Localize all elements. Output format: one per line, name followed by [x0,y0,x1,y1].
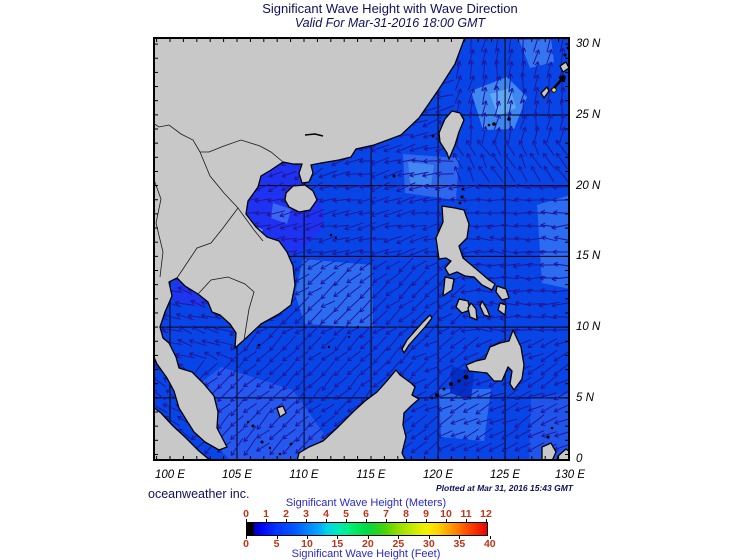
feet-tick [367,536,369,539]
lat-label: 10 N [576,321,601,333]
feet-tick [489,536,491,539]
feet-tick [337,536,339,539]
meters-tick [426,519,427,522]
patch-sw-hainan-light [271,203,291,224]
meters-tick-label: 9 [423,508,429,520]
island-mindoro [442,276,455,297]
lat-label: 5 N [576,392,594,404]
river-dash [304,133,324,137]
station-arrow [553,74,566,89]
feet-tick-label: 0 [243,538,249,550]
credit-text: oceanweather inc. [148,487,250,501]
island-sumatra [153,406,212,461]
feet-tick-label: 35 [453,538,466,550]
lon-label: 100 E [154,469,186,481]
island-borneo [296,369,420,461]
patch-sabah-coast-light [439,389,491,441]
meters-tick [266,519,267,522]
station-dot [551,87,557,93]
lon-label: 115 E [356,469,386,481]
feet-tick-label: 20 [362,538,374,550]
meters-tick [246,519,247,522]
colorbar-gradient [246,522,488,536]
feet-tick [459,536,461,539]
lat-label: 25 N [576,109,601,121]
lat-label: 30 N [576,38,601,50]
feet-tick [276,536,278,539]
island-samar [495,285,510,301]
island-negros [467,302,478,321]
meters-tick-label: 2 [283,508,289,520]
island-hainan [284,184,318,213]
island-luzon [435,205,496,291]
meters-tick [406,519,407,522]
island-palawan [401,314,433,354]
island-leyte [497,302,507,316]
feet-tick [307,536,308,539]
feet-tick [428,536,430,539]
meters-tick-label: 3 [303,508,309,520]
lon-label: 110 E [289,469,319,481]
meters-tick-label: 11 [460,508,472,520]
meters-tick-label: 10 [440,508,452,520]
feet-tick-label: 40 [483,538,496,550]
patch-ryukyu-light [519,39,554,68]
small-islands [246,46,570,456]
meters-tick [486,519,487,522]
meters-tick-label: 4 [323,508,329,520]
patch-southern-scs-light [193,367,329,461]
meters-tick [306,519,307,522]
lat-label: 20 N [576,180,601,192]
lon-label: 130 E [554,469,586,481]
island-mindanao [465,329,525,391]
map-frame [153,37,570,461]
station-observation-marker [551,74,566,93]
meters-tick [466,519,467,522]
feet-tick [398,536,400,539]
feet-tick-label: 25 [392,538,405,550]
feet-tick-label: 15 [331,538,344,550]
island-natuna [276,405,287,418]
landmasses [153,37,570,461]
patch-central-scs-light [295,259,373,328]
lon-label: 125 E [489,469,521,481]
meters-tick-label: 6 [363,508,369,520]
feet-tick-label: 30 [423,538,435,550]
island-cebu [479,300,491,318]
meters-tick-label: 0 [243,508,249,520]
colorbar-title-meters: Significant Wave Height (Meters) [285,497,447,509]
meters-tick-label: 1 [263,508,269,520]
meters-tick [446,519,447,522]
lon-label: 120 E [422,469,454,481]
feet-tick-label: 10 [301,538,313,550]
meters-tick-label: 7 [383,508,389,520]
lat-label: 15 N [576,250,601,262]
meters-tick [346,519,347,522]
plotted-timestamp: Plotted at Mar 31, 2016 15:43 GMT [436,483,573,493]
feet-tick [246,536,247,539]
island-panay [455,298,471,314]
patch-sulu-dark [450,366,474,400]
meters-tick [386,519,387,522]
meters-tick [326,519,327,522]
meters-tick-label: 8 [403,508,409,520]
meters-tick-label: 5 [343,508,349,520]
page-title: Significant Wave Height with Wave Direct… [262,1,518,16]
valid-time-subtitle: Valid For Mar-31-2016 18:00 GMT [294,16,486,30]
lat-label: 0 [576,453,583,465]
map-canvas [153,37,570,461]
island-okinawa [540,86,550,99]
colorbar-title-feet: Significant Wave Height (Feet) [291,548,441,560]
island-taiwan [438,110,465,160]
lon-label: 105 E [221,469,253,481]
country-borders [153,122,284,341]
feet-tick-label: 5 [273,538,280,550]
meters-tick [286,519,287,522]
meters-tick [366,519,367,522]
patch-equator-east-light [529,393,570,461]
meters-tick-label: 12 [480,508,492,520]
